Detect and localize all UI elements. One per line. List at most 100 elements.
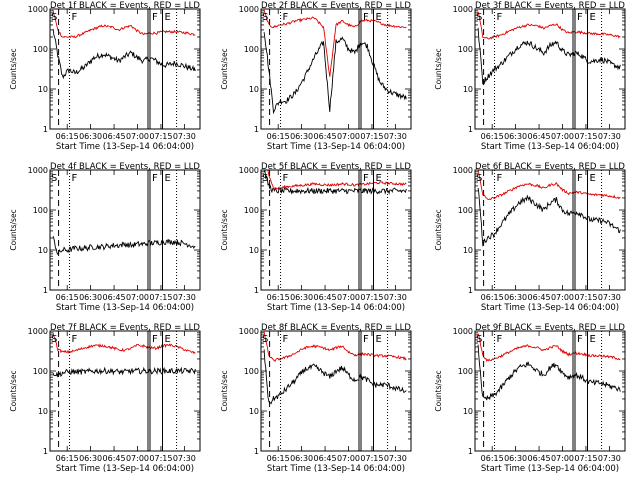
x-tick-label: 06:15 bbox=[56, 293, 79, 302]
start-marker-label: S bbox=[476, 173, 482, 184]
x-tick-label: 07:15 bbox=[149, 132, 172, 141]
panel-title: Det 8f BLACK = Events, RED = LLD bbox=[261, 323, 411, 333]
x-axis-label: Start Time (13-Sep-14 06:04:00) bbox=[267, 142, 405, 152]
detector-panel: Det 7f BLACK = Events, RED = LLD 1 10 100 10… bbox=[9, 323, 201, 474]
y-tick-label: 1 bbox=[43, 286, 48, 295]
panel-title: Det 2f BLACK = Events, RED = LLD bbox=[261, 1, 411, 11]
y-tick-label: 10 bbox=[249, 246, 259, 255]
y-tick-label: 1000 bbox=[28, 327, 48, 336]
flare-marker-label: F bbox=[72, 334, 78, 345]
y-tick-label: 10 bbox=[249, 85, 259, 94]
y-tick-label: 1 bbox=[468, 447, 473, 456]
x-tick-label: 06:45 bbox=[314, 132, 337, 141]
y-tick-label: 10 bbox=[463, 85, 473, 94]
panel-title: Det 7f BLACK = Events, RED = LLD bbox=[50, 323, 200, 333]
panel-title: Det 3f BLACK = Events, RED = LLD bbox=[475, 1, 625, 11]
y-axis-label: Counts/sec bbox=[220, 48, 229, 89]
end-marker-label: E bbox=[165, 12, 171, 23]
y-tick-label: 100 bbox=[244, 206, 259, 215]
y-tick-label: 10 bbox=[38, 407, 48, 416]
end-marker-label: E bbox=[590, 12, 596, 23]
x-tick-label: 07:30 bbox=[384, 293, 407, 302]
x-tick-label: 06:45 bbox=[103, 293, 126, 302]
x-tick-label: 06:45 bbox=[314, 454, 337, 463]
flare-marker-label: F bbox=[152, 173, 158, 184]
x-tick-label: 06:30 bbox=[79, 293, 102, 302]
x-tick-label: 07:00 bbox=[337, 454, 360, 463]
flare-marker-label: F bbox=[283, 334, 289, 345]
x-tick-label: 07:30 bbox=[598, 454, 621, 463]
x-tick-label: 06:15 bbox=[267, 454, 290, 463]
flare-marker-label: F bbox=[72, 173, 78, 184]
x-tick-label: 07:30 bbox=[598, 293, 621, 302]
flare-marker-label: F bbox=[363, 12, 369, 23]
x-tick-label: 07:15 bbox=[149, 293, 172, 302]
flare-marker-label: F bbox=[363, 173, 369, 184]
y-tick-label: 10 bbox=[38, 85, 48, 94]
detector-panel: Det 8f BLACK = Events, RED = LLD 1 10 100 10… bbox=[220, 323, 412, 474]
panel-title: Det 9f BLACK = Events, RED = LLD bbox=[475, 323, 625, 333]
series-group bbox=[52, 332, 196, 378]
panel-title: Det 5f BLACK = Events, RED = LLD bbox=[261, 162, 411, 172]
x-tick-label: 07:15 bbox=[574, 454, 597, 463]
y-tick-label: 10 bbox=[249, 407, 259, 416]
x-tick-label: 06:30 bbox=[504, 132, 527, 141]
start-marker-label: S bbox=[51, 12, 57, 23]
x-tick-label: 07:00 bbox=[126, 132, 149, 141]
events-series-line bbox=[477, 344, 621, 401]
flare-marker-label: F bbox=[72, 12, 78, 23]
x-axis-label: Start Time (13-Sep-14 06:04:00) bbox=[267, 303, 405, 313]
x-tick-label: 06:30 bbox=[79, 132, 102, 141]
flare-marker-label: F bbox=[497, 173, 503, 184]
y-tick-label: 100 bbox=[458, 367, 473, 376]
x-tick-label: 06:30 bbox=[504, 293, 527, 302]
series-group bbox=[263, 9, 407, 115]
y-tick-label: 10 bbox=[38, 246, 48, 255]
y-tick-label: 1000 bbox=[28, 166, 48, 175]
x-axis-label: Start Time (13-Sep-14 06:04:00) bbox=[481, 303, 619, 313]
flare-marker-label: F bbox=[283, 173, 289, 184]
x-tick-label: 07:00 bbox=[337, 293, 360, 302]
series-group bbox=[52, 10, 196, 80]
lld-series-line bbox=[477, 11, 621, 40]
panel-title: Det 6f BLACK = Events, RED = LLD bbox=[475, 162, 625, 172]
x-tick-label: 07:30 bbox=[173, 454, 196, 463]
x-tick-label: 07:30 bbox=[384, 132, 407, 141]
series-group bbox=[477, 333, 621, 401]
x-tick-label: 07:30 bbox=[173, 132, 196, 141]
x-tick-label: 06:45 bbox=[528, 454, 551, 463]
x-tick-label: 07:00 bbox=[551, 293, 574, 302]
lld-series-line bbox=[263, 9, 407, 77]
events-series-line bbox=[263, 170, 407, 195]
plot-frame bbox=[49, 169, 201, 291]
y-tick-label: 1000 bbox=[239, 5, 259, 14]
y-tick-label: 1 bbox=[254, 125, 259, 134]
lld-series-line bbox=[263, 331, 407, 363]
x-axis-label: Start Time (13-Sep-14 06:04:00) bbox=[56, 464, 194, 474]
lld-series-line bbox=[477, 170, 621, 201]
flare-marker-label: F bbox=[363, 334, 369, 345]
y-axis-label: Counts/sec bbox=[9, 370, 18, 411]
x-tick-label: 06:30 bbox=[290, 454, 313, 463]
plot-frame bbox=[260, 330, 412, 452]
y-tick-label: 100 bbox=[458, 45, 473, 54]
start-marker-label: S bbox=[262, 173, 268, 184]
x-tick-label: 06:45 bbox=[103, 132, 126, 141]
series-group bbox=[477, 170, 621, 247]
end-marker-label: E bbox=[165, 173, 171, 184]
x-tick-label: 06:30 bbox=[504, 454, 527, 463]
y-tick-label: 1 bbox=[254, 447, 259, 456]
series-group bbox=[52, 236, 196, 256]
plot-frame bbox=[49, 8, 201, 130]
start-marker-label: S bbox=[51, 334, 57, 345]
x-tick-label: 06:15 bbox=[481, 454, 504, 463]
x-axis-label: Start Time (13-Sep-14 06:04:00) bbox=[481, 142, 619, 152]
detector-panel: Det 3f BLACK = Events, RED = LLD 1 10 100 10… bbox=[434, 1, 626, 152]
y-tick-label: 1 bbox=[468, 286, 473, 295]
x-axis-label: Start Time (13-Sep-14 06:04:00) bbox=[56, 303, 194, 313]
y-tick-label: 1 bbox=[254, 286, 259, 295]
x-tick-label: 06:45 bbox=[528, 293, 551, 302]
y-tick-label: 1000 bbox=[239, 166, 259, 175]
y-tick-label: 10 bbox=[463, 407, 473, 416]
y-tick-label: 100 bbox=[244, 45, 259, 54]
